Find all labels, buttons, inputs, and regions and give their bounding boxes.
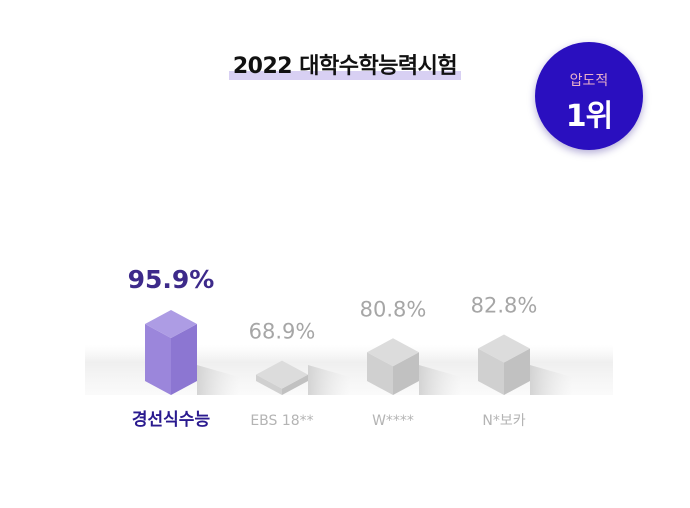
labels-group: 95.9% 경선식수능 68.9% EBS 18** 80.8% W**** 82.8% N*… [128,265,538,430]
bar-shadow [197,365,239,395]
value-label-0: 95.9% [128,265,215,294]
category-label-3: N*보카 [482,413,525,429]
bar-face-right [393,352,419,395]
bar-1 [256,360,350,395]
bar-shadow [419,365,461,395]
bars-group [145,309,572,395]
rank-badge-sub: 압도적 [569,73,609,89]
bar-face-left [478,348,504,395]
bar-face-top [478,334,530,363]
rank-badge-main: 1위 [565,99,613,134]
chart-title: 2022 대학수학능력시험 [228,48,462,80]
category-label-1: EBS 18** [250,413,313,429]
bar-face-top [367,338,419,367]
bar-face-left [145,323,171,395]
bar-face-right [282,374,308,395]
bar-face-right [504,348,530,395]
value-label-3: 82.8% [471,294,538,318]
bar-face-top [256,360,308,389]
bar-shadow [530,365,572,395]
title-wrap: 2022 대학수학능력시험 [0,48,690,80]
bar-face-left [256,374,282,395]
bar-shadow [308,365,350,395]
category-label-2: W**** [372,413,414,429]
rank-badge: 압도적 1위 [535,42,643,150]
bar-3 [478,334,572,395]
value-label-1: 68.9% [249,320,316,344]
chart-title-text: 2022 대학수학능력시험 [232,54,458,79]
bar-face-left [367,352,393,395]
category-label-0: 경선식수능 [132,410,211,430]
bar-face-right [171,323,197,395]
value-label-2: 80.8% [360,297,427,321]
bar-face-top [145,309,197,338]
bar-2 [367,338,461,395]
bar-0 [145,309,239,395]
